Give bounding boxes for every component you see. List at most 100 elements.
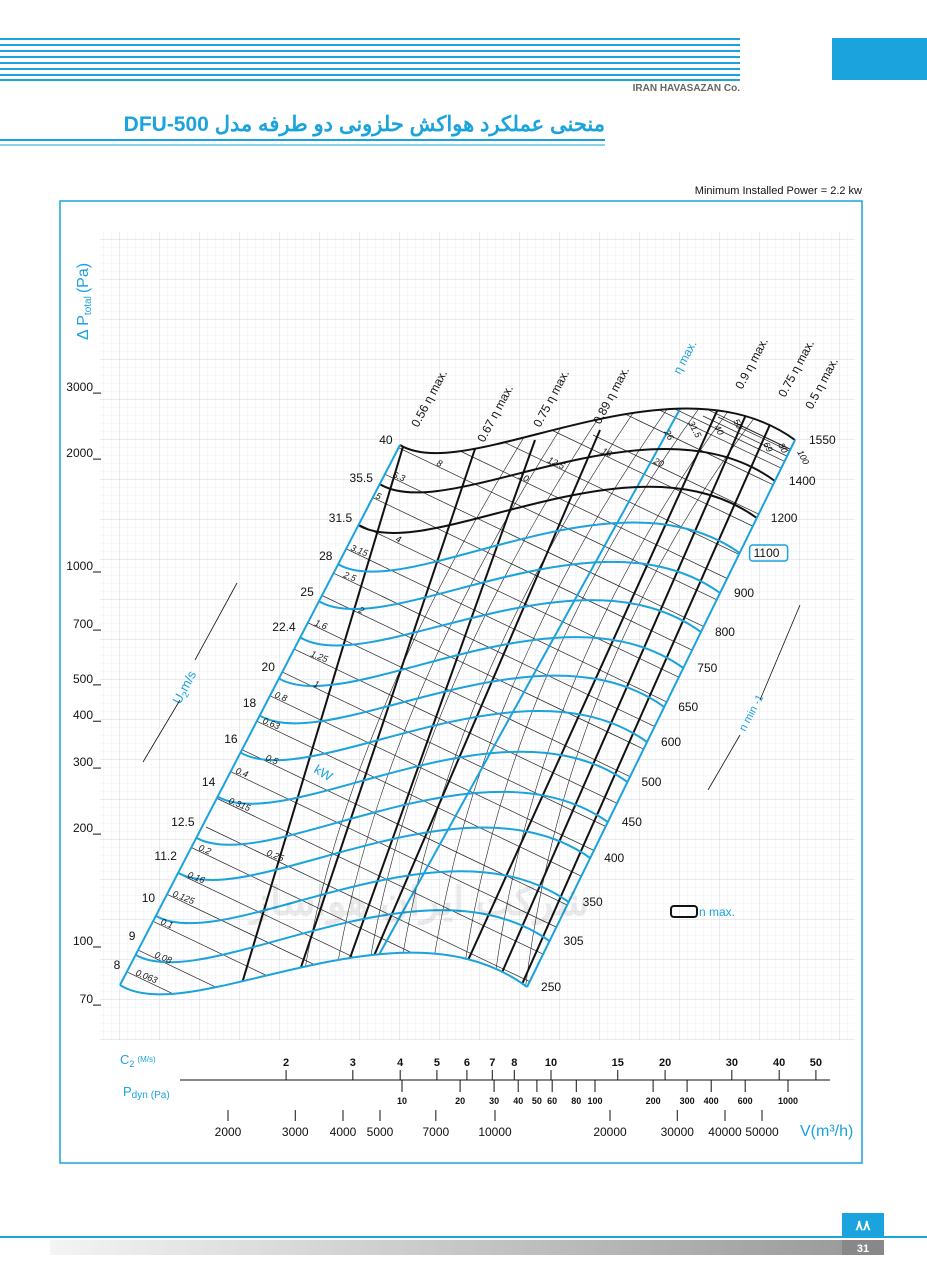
page-box: [842, 1213, 884, 1237]
kw-label: 1: [312, 679, 320, 690]
pdyn-tick-label: 100: [587, 1096, 602, 1106]
header-box: [832, 38, 927, 80]
v-tick-label: 30000: [661, 1125, 695, 1139]
c2-tick-label: 2: [283, 1057, 289, 1069]
v-tick-label: 2000: [215, 1125, 242, 1139]
kw-label: 10: [517, 471, 530, 484]
u2-label: 8: [114, 958, 121, 972]
kw-label: 1.6: [313, 618, 328, 632]
y-tick-label: 2000: [66, 446, 93, 460]
rpm-label: 800: [715, 625, 735, 639]
kw-label: 2: [356, 604, 365, 616]
label-part: C: [120, 1052, 129, 1067]
power-line: [486, 433, 795, 798]
fan-curve: [217, 750, 629, 805]
pdyn-tick-label: 200: [646, 1096, 661, 1106]
pdyn-tick-label: 80: [571, 1096, 581, 1106]
n-max-label: n max.: [699, 905, 735, 919]
system-curve: [523, 408, 785, 995]
v-tick-label: 7000: [422, 1125, 449, 1139]
fan-curve: [195, 790, 609, 846]
n-max-key: [670, 905, 698, 918]
rpm-label: 400: [604, 851, 624, 865]
axis-guide: [194, 582, 238, 661]
rpm-label: 1400: [789, 474, 816, 488]
pdyn-tick-label: 60: [547, 1096, 557, 1106]
axis-guide: [759, 604, 801, 701]
company: IRAN HAVASAZAN Co.: [633, 83, 741, 94]
c2-tick-label: 3: [350, 1057, 356, 1069]
rpm-label: 1550: [809, 433, 836, 447]
c2-tick-label: 40: [773, 1057, 785, 1069]
grid: [100, 232, 855, 1040]
efficiency-line: [514, 419, 773, 995]
rpm-box: [748, 544, 789, 562]
rpm-label: 250: [541, 980, 561, 994]
y-tick-label: 200: [73, 821, 93, 835]
pdyn-tick-label: 30: [489, 1096, 499, 1106]
rpm-label: 650: [678, 700, 698, 714]
rpm-label: 750: [697, 661, 717, 675]
system-curve: [331, 408, 593, 995]
kw-label: 20: [651, 455, 665, 469]
power-line: [457, 449, 795, 814]
kw-label: 0.8: [273, 690, 288, 704]
u2-label: 40: [379, 433, 393, 447]
kw-label: 0.5: [264, 753, 280, 767]
pdyn-tick-label: 600: [738, 1096, 753, 1106]
power-line: [120, 867, 795, 995]
rpm-label: 450: [622, 815, 642, 829]
efficiency-line: [236, 439, 406, 995]
kw-label: 69: [761, 440, 775, 454]
power-line: [592, 434, 795, 799]
rpm-label: 350: [583, 895, 603, 909]
c2-tick-label: 20: [659, 1057, 671, 1069]
c2-tick-label: 30: [726, 1057, 738, 1069]
v-tick-label: 50000: [745, 1125, 779, 1139]
rpm-label: 600: [661, 735, 681, 749]
c2-label: C2 (M/s): [120, 1052, 156, 1069]
kw-label: 16: [600, 446, 613, 459]
fan-curve: [155, 870, 570, 925]
v-tick-label: 4000: [330, 1125, 357, 1139]
power-line: [603, 408, 795, 768]
u2-label: 35.5: [350, 471, 374, 485]
kw-label: 6.3: [391, 470, 406, 484]
pdyn-tick-label: 20: [455, 1096, 465, 1106]
y-tick-label: 1000: [66, 559, 93, 573]
c2-tick-label: 50: [810, 1057, 822, 1069]
label-part: 2: [129, 1059, 134, 1069]
title: منحنی عملکرد هواکش حلزونی دو طرفه مدل DF…: [124, 113, 605, 137]
u2-label: 28: [319, 549, 333, 563]
rpm-label: 900: [734, 586, 754, 600]
efficiency-line: [489, 409, 749, 995]
rpm-label: 1100: [754, 546, 780, 560]
efficiency-line: [289, 439, 479, 995]
pdyn-tick-label: 10: [397, 1096, 407, 1106]
kw-label: 0.4: [234, 766, 249, 780]
label-part: dyn: [132, 1090, 148, 1101]
power-line: [653, 408, 795, 763]
c2-tick-label: 6: [464, 1057, 470, 1069]
power-line: [120, 895, 795, 995]
y-tick-label: 70: [80, 992, 94, 1006]
efficiency-line: [449, 408, 723, 995]
pdyn-tick-label: 300: [680, 1096, 695, 1106]
power-line: [137, 821, 795, 995]
rpm-label: 305: [564, 934, 584, 948]
u2-label: 14: [202, 775, 216, 789]
label-part: (Pa): [151, 1090, 170, 1101]
system-curve: [363, 408, 625, 995]
fan-curve: [299, 599, 702, 647]
u2-label: 16: [224, 732, 238, 746]
y-tick-label: 500: [73, 672, 93, 686]
y-tick-label: 3000: [66, 380, 93, 394]
v-tick-label: 20000: [593, 1125, 627, 1139]
y-tick-label: 100: [73, 934, 93, 948]
fan-curve: [240, 709, 648, 762]
page-local: ۸۸: [854, 1217, 871, 1233]
y-tick-label: 300: [73, 755, 93, 769]
efficiency-line: [374, 408, 686, 963]
fan-curve: [177, 826, 591, 882]
kw-label: 40: [712, 423, 726, 437]
